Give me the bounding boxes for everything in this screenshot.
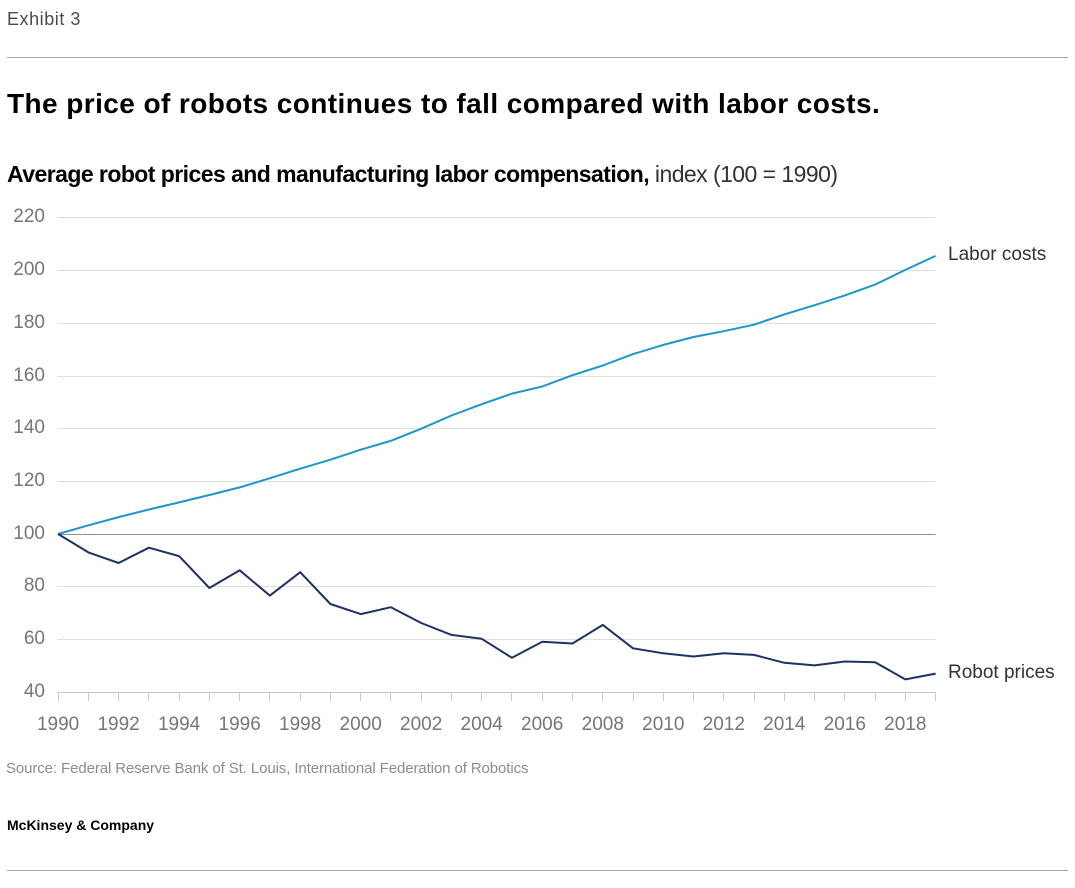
svg-text:1990: 1990 xyxy=(37,714,79,735)
svg-text:80: 80 xyxy=(24,575,45,596)
svg-text:2012: 2012 xyxy=(703,714,745,735)
svg-text:1996: 1996 xyxy=(219,714,261,735)
svg-text:180: 180 xyxy=(13,312,45,333)
svg-text:40: 40 xyxy=(24,681,45,702)
svg-text:60: 60 xyxy=(24,628,45,649)
svg-text:2014: 2014 xyxy=(763,714,806,735)
svg-text:2018: 2018 xyxy=(884,714,926,735)
svg-text:2006: 2006 xyxy=(521,714,563,735)
svg-text:160: 160 xyxy=(13,365,45,386)
svg-text:100: 100 xyxy=(13,523,45,544)
svg-text:1998: 1998 xyxy=(279,714,321,735)
svg-text:1994: 1994 xyxy=(158,714,201,735)
svg-text:2002: 2002 xyxy=(400,714,442,735)
svg-text:2004: 2004 xyxy=(461,714,504,735)
svg-text:1992: 1992 xyxy=(97,714,139,735)
svg-text:200: 200 xyxy=(13,259,45,280)
svg-text:2016: 2016 xyxy=(824,714,866,735)
svg-text:120: 120 xyxy=(13,470,45,491)
svg-text:2000: 2000 xyxy=(340,714,382,735)
svg-text:2008: 2008 xyxy=(582,714,624,735)
svg-text:2010: 2010 xyxy=(642,714,684,735)
svg-text:140: 140 xyxy=(13,417,45,438)
svg-text:220: 220 xyxy=(13,206,45,227)
